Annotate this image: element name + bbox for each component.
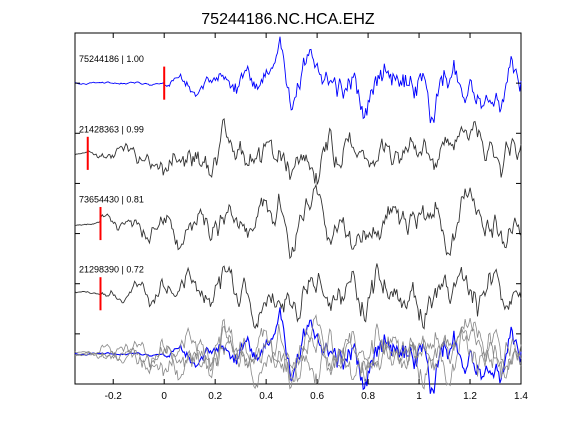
x-tick-label: 0 bbox=[161, 391, 167, 402]
trace-label: 75244186 | 1.00 bbox=[79, 54, 144, 64]
x-tick-label: 0.4 bbox=[259, 391, 273, 402]
trace-label-group: 75244186 | 1.00 21428363 | 0.99 73654430 |… bbox=[79, 54, 144, 275]
x-tick-label: 0.6 bbox=[310, 391, 324, 402]
trace-line bbox=[74, 263, 522, 330]
x-tick-label: -0.2 bbox=[105, 391, 123, 402]
stack-trace-line bbox=[74, 307, 522, 394]
trace-group bbox=[74, 36, 522, 394]
x-tick-label: 1 bbox=[416, 391, 422, 402]
x-tick-label: 1.4 bbox=[514, 391, 528, 402]
x-tick-label: 0.2 bbox=[208, 391, 222, 402]
trace-line bbox=[74, 36, 522, 124]
trace-label: 73654430 | 0.81 bbox=[79, 194, 144, 204]
trace-line bbox=[74, 117, 522, 185]
trace-line bbox=[74, 183, 522, 260]
plot-frame bbox=[74, 32, 522, 385]
stack-trace-line bbox=[74, 318, 522, 386]
pick-group bbox=[86, 66, 166, 311]
trace-label: 21298390 | 0.72 bbox=[79, 265, 144, 275]
chart-title: 75244186.NC.HCA.EHZ bbox=[201, 11, 375, 28]
trace-label: 21428363 | 0.99 bbox=[79, 124, 144, 134]
stack-trace-line bbox=[74, 323, 522, 390]
stack-trace-line bbox=[74, 313, 522, 390]
x-tick-label: 0.8 bbox=[361, 391, 375, 402]
axis-ticks: -0.2 0 0.2 0.4 0.6 0.8 1 1.2 1.4 bbox=[75, 33, 528, 402]
x-tick-label: 1.2 bbox=[463, 391, 477, 402]
